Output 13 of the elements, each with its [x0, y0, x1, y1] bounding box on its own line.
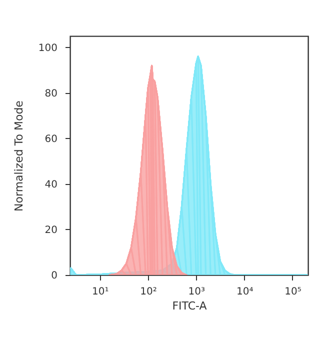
y-tick-label: 60: [44, 134, 58, 145]
x-tick-label: 10¹: [92, 286, 109, 298]
y-tick-label: 40: [44, 179, 58, 190]
y-axis-title: Normalized To Mode: [12, 100, 26, 212]
x-axis-title: FITC-A: [172, 300, 208, 312]
x-tick-label: 10²: [140, 286, 157, 298]
x-tick-label: 10³: [188, 286, 206, 298]
x-tick-label: 10⁵: [284, 286, 302, 298]
y-tick-label: 20: [44, 224, 58, 236]
x-tick-label: 10⁴: [236, 286, 254, 298]
y-tick-label: 80: [44, 88, 58, 100]
y-tick-label: 100: [38, 42, 58, 54]
y-tick-label: 0: [51, 270, 58, 282]
